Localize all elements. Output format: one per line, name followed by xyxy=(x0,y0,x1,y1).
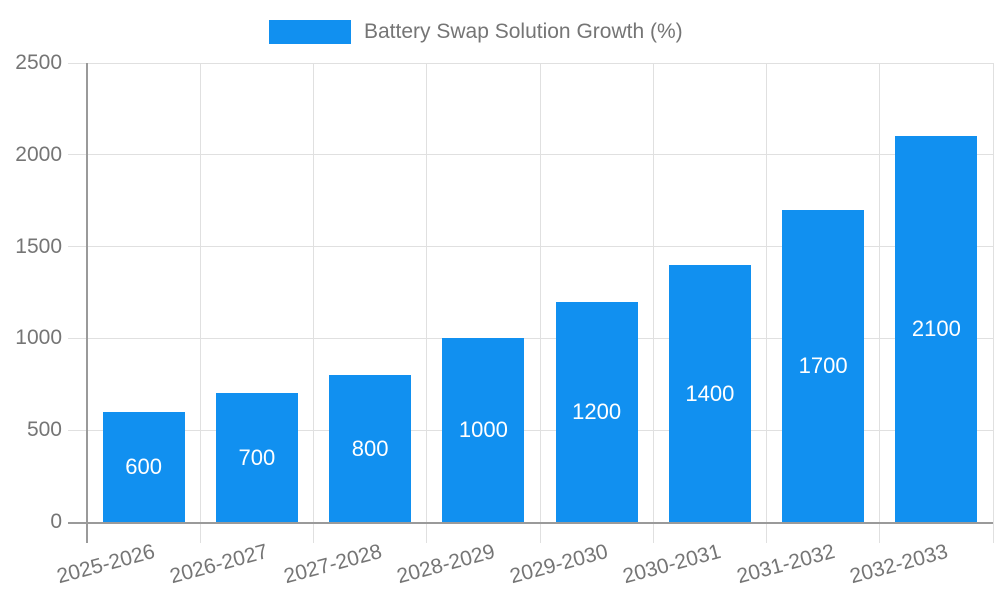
bar[interactable]: 1700 xyxy=(782,210,865,522)
bar-value-label: 1700 xyxy=(798,353,848,378)
y-axis-tick-label: 2500 xyxy=(15,51,62,74)
v-gridline xyxy=(652,63,654,543)
bar[interactable]: 800 xyxy=(329,375,412,522)
bar-value-label: 800 xyxy=(351,435,389,461)
h-gridline xyxy=(68,337,993,339)
v-gridline xyxy=(426,63,428,543)
legend-item[interactable]: Battery Swap Solution Growth (%) xyxy=(269,20,683,44)
v-gridline xyxy=(313,63,314,543)
bar-value-label: 1400 xyxy=(685,380,735,406)
h-gridline xyxy=(68,429,993,431)
bar-value-label: 2100 xyxy=(911,316,961,341)
x-axis-tick-label: 2025-2026 xyxy=(54,540,158,589)
bar[interactable]: 600 xyxy=(102,412,185,522)
y-axis-tick-label: 500 xyxy=(26,418,62,442)
bar[interactable]: 2100 xyxy=(895,136,978,522)
x-axis-tick-label: 2026-2027 xyxy=(167,540,271,589)
v-gridline xyxy=(199,63,201,543)
h-gridline xyxy=(68,154,993,156)
x-axis-tick-label: 2032-2033 xyxy=(847,540,951,589)
bar[interactable]: 1000 xyxy=(442,338,525,522)
bar-value-label: 700 xyxy=(238,444,276,470)
v-gridline xyxy=(766,63,767,543)
bar-value-label: 1200 xyxy=(572,399,622,424)
h-gridline xyxy=(68,62,993,64)
x-axis-tick-label: 2030-2031 xyxy=(620,540,724,589)
legend-label: Battery Swap Solution Growth (%) xyxy=(364,20,683,43)
y-axis-line xyxy=(86,63,88,543)
x-axis-baseline xyxy=(68,522,993,524)
y-axis-tick-label: 1500 xyxy=(15,234,62,258)
x-axis-tick-label: 2031-2032 xyxy=(734,540,838,589)
x-axis-tick-label: 2029-2030 xyxy=(507,540,611,589)
v-gridline xyxy=(879,63,881,543)
bar[interactable]: 1200 xyxy=(555,302,638,522)
x-axis-tick-label: 2028-2029 xyxy=(394,540,498,589)
y-axis-tick-label: 0 xyxy=(50,510,62,533)
legend-swatch xyxy=(269,20,351,44)
x-axis-tick-label: 2027-2028 xyxy=(281,540,385,589)
v-gridline xyxy=(539,63,541,543)
v-gridline xyxy=(992,63,994,543)
y-axis-tick-label: 2000 xyxy=(15,142,62,166)
bar-value-label: 600 xyxy=(125,454,162,479)
bar-value-label: 1000 xyxy=(458,417,508,442)
h-gridline xyxy=(68,246,993,248)
y-axis-tick-label: 1000 xyxy=(15,326,62,350)
bar[interactable]: 1400 xyxy=(668,265,751,522)
bar[interactable]: 700 xyxy=(215,393,298,522)
